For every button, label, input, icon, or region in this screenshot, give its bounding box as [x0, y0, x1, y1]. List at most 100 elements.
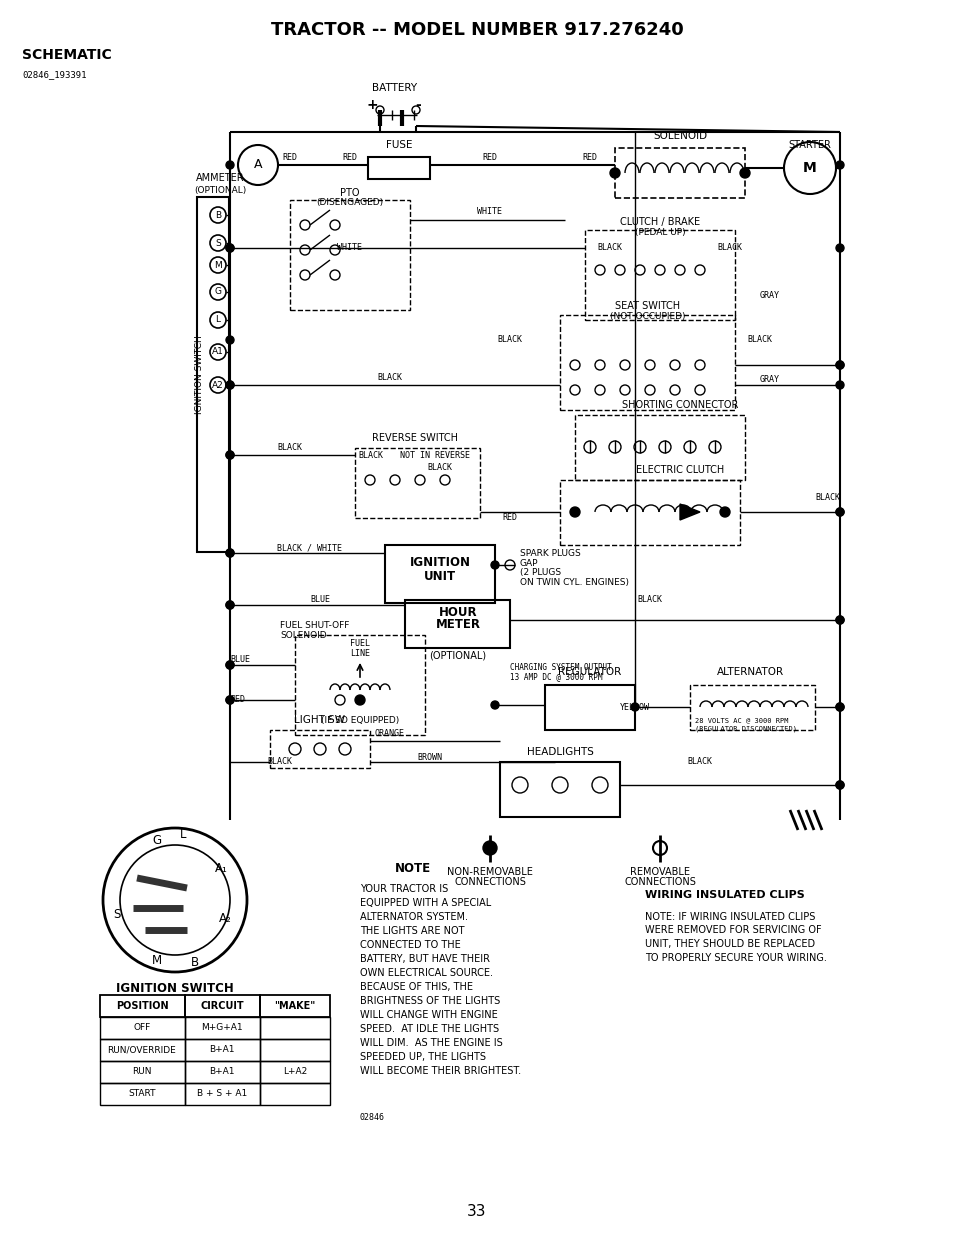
Bar — [185, 1061, 260, 1083]
Text: CLUTCH / BRAKE: CLUTCH / BRAKE — [619, 217, 700, 227]
Text: REVERSE SWITCH: REVERSE SWITCH — [372, 433, 457, 443]
Text: CONNECTIONS: CONNECTIONS — [454, 877, 525, 887]
Circle shape — [226, 661, 233, 669]
Bar — [100, 995, 185, 1016]
Text: ELECTRIC CLUTCH: ELECTRIC CLUTCH — [636, 466, 723, 475]
Circle shape — [482, 841, 497, 855]
Text: 28 VOLTS AC @ 3000 RPM: 28 VOLTS AC @ 3000 RPM — [695, 718, 788, 722]
Text: M: M — [152, 953, 162, 967]
Text: REMOVABLE: REMOVABLE — [629, 867, 689, 877]
Text: BLACK: BLACK — [497, 336, 522, 345]
Text: G: G — [152, 834, 161, 846]
Text: WILL BECOME THEIR BRIGHTEST.: WILL BECOME THEIR BRIGHTEST. — [359, 1066, 520, 1076]
Text: SPARK PLUGS: SPARK PLUGS — [519, 548, 580, 557]
Text: SEAT SWITCH: SEAT SWITCH — [615, 301, 679, 311]
Text: UNIT, THEY SHOULD BE REPLACED: UNIT, THEY SHOULD BE REPLACED — [644, 939, 814, 948]
Text: SOLENOID: SOLENOID — [280, 631, 326, 640]
Text: FUEL SHUT-OFF: FUEL SHUT-OFF — [280, 620, 349, 630]
Text: STARTER: STARTER — [788, 140, 831, 149]
Text: A1: A1 — [212, 347, 224, 357]
Text: B: B — [191, 956, 199, 968]
Text: TO PROPERLY SECURE YOUR WIRING.: TO PROPERLY SECURE YOUR WIRING. — [644, 953, 826, 963]
Circle shape — [226, 697, 233, 704]
Text: M+G+A1: M+G+A1 — [201, 1024, 243, 1032]
Bar — [385, 545, 495, 603]
Text: BLACK: BLACK — [597, 243, 622, 252]
Text: NOTE: IF WIRING INSULATED CLIPS: NOTE: IF WIRING INSULATED CLIPS — [644, 911, 815, 923]
Text: A: A — [253, 158, 262, 172]
Bar — [100, 1016, 185, 1039]
Text: HEADLIGHTS: HEADLIGHTS — [526, 747, 593, 757]
Bar — [100, 1083, 185, 1105]
Bar — [260, 1061, 330, 1083]
Circle shape — [226, 382, 233, 389]
Bar — [185, 1016, 260, 1039]
Circle shape — [226, 550, 233, 557]
Circle shape — [226, 161, 233, 169]
Text: GRAY: GRAY — [760, 375, 780, 384]
Text: TRACTOR -- MODEL NUMBER 917.276240: TRACTOR -- MODEL NUMBER 917.276240 — [271, 21, 682, 40]
Circle shape — [835, 616, 843, 624]
Text: BLACK: BLACK — [377, 373, 402, 383]
Text: GAP: GAP — [519, 558, 537, 568]
Circle shape — [226, 451, 233, 459]
Text: BLACK: BLACK — [687, 757, 712, 767]
Text: A₂: A₂ — [218, 911, 232, 925]
Text: CONNECTIONS: CONNECTIONS — [623, 877, 695, 887]
Text: OFF: OFF — [133, 1024, 151, 1032]
Text: BRIGHTNESS OF THE LIGHTS: BRIGHTNESS OF THE LIGHTS — [359, 995, 499, 1007]
Circle shape — [491, 561, 498, 569]
Text: BLACK: BLACK — [814, 494, 840, 503]
Text: B+A1: B+A1 — [209, 1046, 234, 1055]
Text: (OPTIONAL): (OPTIONAL) — [429, 651, 486, 661]
Text: CONNECTED TO THE: CONNECTED TO THE — [359, 940, 460, 950]
Circle shape — [835, 245, 843, 252]
Text: OWN ELECTRICAL SOURCE.: OWN ELECTRICAL SOURCE. — [359, 968, 493, 978]
Text: M: M — [802, 161, 816, 175]
Circle shape — [226, 336, 233, 345]
Text: ORANGE: ORANGE — [375, 729, 405, 737]
Text: IGNITION SWITCH: IGNITION SWITCH — [116, 982, 233, 994]
Text: AMMETER: AMMETER — [195, 173, 244, 183]
Circle shape — [226, 245, 233, 252]
Circle shape — [835, 361, 843, 369]
Circle shape — [720, 508, 729, 517]
Text: BLACK: BLACK — [357, 451, 382, 459]
Text: +: + — [366, 98, 377, 112]
Text: WHITE: WHITE — [477, 207, 502, 216]
Bar — [559, 315, 734, 410]
Text: B + S + A1: B + S + A1 — [196, 1089, 247, 1098]
Text: IGNITION: IGNITION — [409, 556, 470, 568]
Text: BLACK: BLACK — [267, 757, 293, 767]
Text: BLACK: BLACK — [277, 442, 302, 452]
Text: WIRING INSULATED CLIPS: WIRING INSULATED CLIPS — [644, 890, 804, 900]
Bar — [260, 1083, 330, 1105]
Circle shape — [835, 508, 843, 516]
Bar — [100, 1039, 185, 1061]
Bar — [499, 762, 619, 818]
Circle shape — [835, 703, 843, 711]
Text: REGULATOR: REGULATOR — [558, 667, 621, 677]
Circle shape — [355, 695, 365, 705]
Text: RUN: RUN — [132, 1067, 152, 1077]
Circle shape — [835, 361, 843, 369]
Text: 33: 33 — [467, 1204, 486, 1219]
Text: (IF SO EQUIPPED): (IF SO EQUIPPED) — [320, 715, 398, 725]
Bar — [584, 230, 734, 320]
Text: BROWN: BROWN — [417, 753, 442, 762]
Text: BLACK: BLACK — [717, 243, 741, 252]
Text: RUN/OVERRIDE: RUN/OVERRIDE — [108, 1046, 176, 1055]
Bar — [355, 448, 479, 517]
Text: SCHEMATIC: SCHEMATIC — [22, 48, 112, 62]
Text: RED: RED — [502, 514, 517, 522]
Text: BLACK / WHITE: BLACK / WHITE — [277, 543, 342, 552]
Text: (NOT OCCUPIED): (NOT OCCUPIED) — [610, 312, 685, 321]
Text: BLACK: BLACK — [427, 462, 452, 472]
Circle shape — [226, 245, 233, 252]
Text: B+A1: B+A1 — [209, 1067, 234, 1077]
Text: THE LIGHTS ARE NOT: THE LIGHTS ARE NOT — [359, 926, 464, 936]
Text: SOLENOID: SOLENOID — [652, 131, 706, 141]
Bar — [270, 730, 370, 768]
Text: UNIT: UNIT — [423, 569, 456, 583]
Text: WILL DIM.  AS THE ENGINE IS: WILL DIM. AS THE ENGINE IS — [359, 1037, 502, 1049]
